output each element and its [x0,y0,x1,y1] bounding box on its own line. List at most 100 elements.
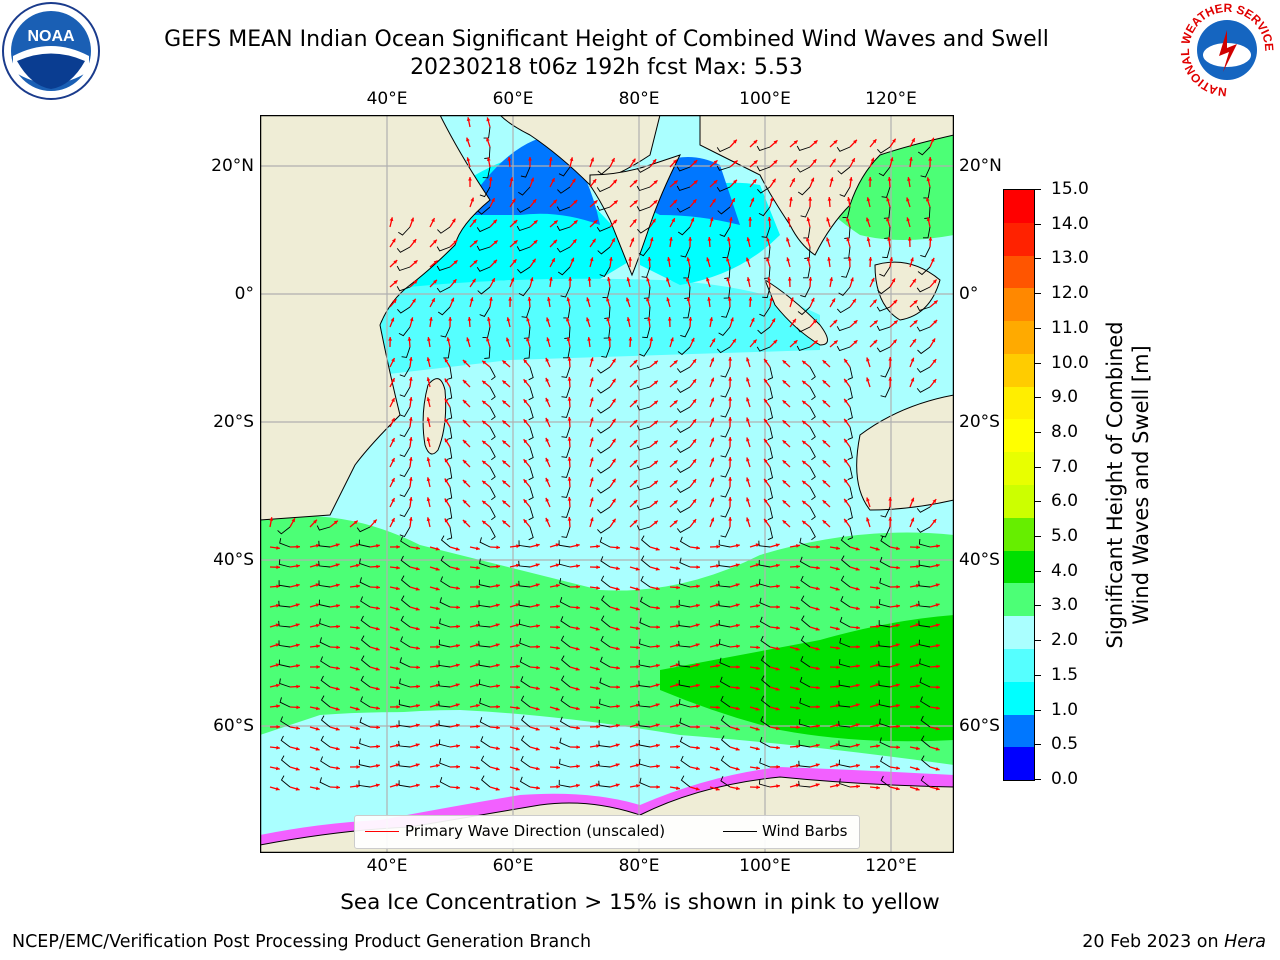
wind-barb [876,325,891,331]
wave-arrow-head [523,439,528,444]
wind-barb [400,615,411,628]
wave-arrow-head [486,337,490,342]
wave-arrow-head [526,317,530,322]
lat-label-left-60S: 60°S [213,716,254,736]
wind-barb [680,246,691,258]
lon-label-top-40E: 40°E [366,89,408,109]
wind-barb [847,526,853,541]
wind-barb [359,717,371,728]
wave-arrow-head [764,418,768,423]
wave-arrow-head [415,723,420,728]
wave-arrow-head [710,417,715,422]
colorbar-tick-label: 8.0 [1051,421,1079,442]
wave-arrow-head [295,767,300,771]
wave-arrow-head [408,517,413,521]
wave-arrow-head [810,177,815,182]
wind-barb [683,306,691,319]
wave-arrow-head [755,563,760,567]
wind-barb [484,146,491,159]
wind-barb [880,536,891,548]
wave-arrow-head [467,317,472,321]
wave-arrow-head [416,546,420,550]
wind-barb [719,676,731,688]
wave-arrow-head [909,157,913,161]
wave-arrow-head [376,706,380,710]
colorbar-tick-label: 1.5 [1051,664,1079,685]
wind-barb [916,506,931,513]
wave-arrow-head [555,666,560,671]
wind-barb [399,426,411,438]
wind-barb [489,386,496,401]
wave-arrow-head [523,459,528,464]
wave-arrow-head [873,339,878,344]
wave-arrow-head [455,566,460,571]
wave-arrow-head [535,563,540,567]
colorbar-tick-mark [1035,640,1041,642]
wind-barb [762,286,771,299]
colorbar-label-line1: Significant Height of Combined [1103,321,1127,649]
wave-arrow-head [692,439,697,444]
wave-arrow-head [769,297,774,301]
colorbar-tick-mark [1035,674,1041,676]
wave-arrow-head [896,724,900,729]
wind-barb [761,226,771,238]
wind-barb [876,346,891,353]
nws-logo: NATIONAL WEATHER SERVICE [1175,0,1280,100]
wave-arrow-head [715,746,720,751]
wave-arrow-head [613,200,618,205]
wave-arrow-head [806,217,811,222]
wind-barb [399,366,411,378]
wind-barb [318,580,331,588]
wave-arrow-head [416,646,420,650]
colorbar-tick-mark [1035,744,1041,746]
wind-barb [838,759,851,768]
wind-barb [559,578,571,588]
wind-barb [840,596,851,608]
wind-barb [558,540,571,548]
wave-arrow-head [555,707,560,711]
wave-arrow-head [692,359,697,364]
wave-arrow-head [433,260,438,265]
wave-arrow-head [866,497,870,502]
wind-barb [759,757,771,768]
wave-arrow-head [416,684,420,689]
wave-arrow-head [868,177,873,181]
wind-barb [601,595,611,608]
wave-arrow-head [776,765,780,769]
wave-arrow-head [712,198,716,203]
wind-barb [678,620,691,628]
wave-arrow-head [676,744,680,749]
wave-arrow-head [493,259,497,264]
wave-arrow-head [355,563,360,568]
wind-barb [638,739,651,748]
wind-barb [360,696,371,708]
wave-arrow-head [790,297,794,302]
wave-arrow-head [692,399,697,404]
wind-barb [439,618,451,628]
wave-arrow-head [887,237,891,241]
wind-barb [600,575,611,588]
wind-barb [358,759,371,768]
wave-arrow-head [782,420,787,424]
wind-barb [597,426,611,434]
wave-arrow-head [710,477,715,482]
wind-barb [809,366,816,381]
wave-arrow-head [435,743,440,748]
wave-arrow-head [296,564,300,568]
wind-barb [489,466,496,481]
wave-arrow-head [866,357,870,362]
wind-barb [720,506,731,518]
wave-arrow-head [476,745,480,750]
wind-barb [676,366,691,373]
wave-arrow-head [567,477,572,481]
wave-arrow-head [928,157,933,161]
band-bright-green [660,615,954,742]
wave-arrow-head [876,605,880,610]
wind-barb [320,715,331,728]
wave-arrow-head [796,725,800,730]
wave-arrow-head [393,280,398,285]
wave-arrow-head [356,605,360,609]
wind-barb [479,537,491,548]
wind-barb [479,716,491,728]
wind-barb [880,775,891,788]
